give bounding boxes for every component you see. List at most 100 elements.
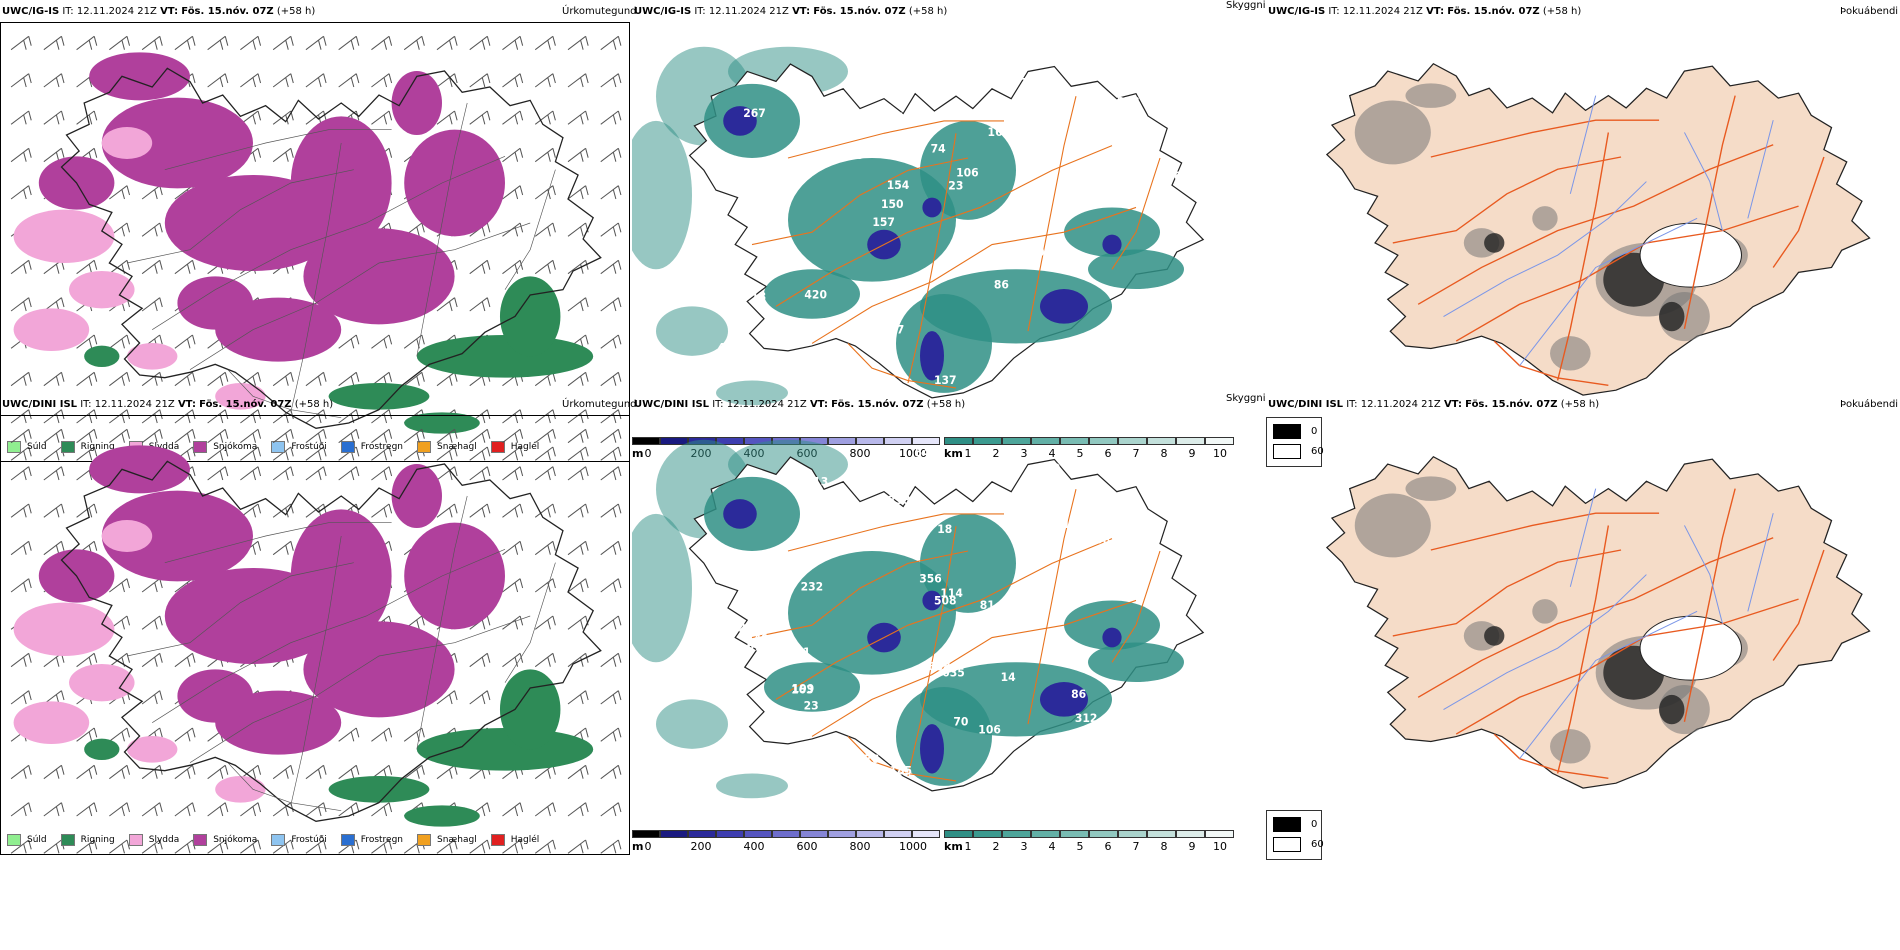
- visibility-value-label: 239: [1038, 462, 1061, 475]
- visibility-value-label: 59: [708, 597, 723, 610]
- visibility-value-label: 52: [896, 111, 911, 124]
- colorbar-segment: [973, 830, 1002, 838]
- visibility-value-label: 106: [978, 723, 1001, 736]
- visibility-value-label: 252: [864, 714, 887, 727]
- visibility-value-label: 88: [759, 361, 774, 374]
- visibility-value-label: 423: [1073, 356, 1096, 369]
- visibility-unit: km: [944, 447, 963, 460]
- legend-item: Frostregn: [340, 441, 403, 453]
- legend-item: Súld: [7, 834, 47, 846]
- visibility-value-label: 149: [746, 633, 769, 646]
- visibility-value-label: 909: [761, 720, 784, 733]
- ceiling-tick: 1000: [899, 840, 927, 853]
- legend-swatch: [340, 834, 355, 846]
- visibility-value-label: 356: [919, 572, 942, 585]
- visibility-tick: 7: [1132, 447, 1140, 460]
- colorbar-segment: [800, 830, 828, 838]
- visibility-value-label: 811: [1055, 518, 1078, 531]
- legend-swatch: [128, 834, 143, 846]
- legend-item: Frostúði: [271, 441, 327, 453]
- fog-legend-max: 60: [1311, 839, 1324, 850]
- colorbar-segment: [912, 830, 940, 838]
- visibility-value-label: 78: [1140, 152, 1155, 165]
- colorbar-segment: [660, 437, 688, 445]
- colorbar-segment: [744, 830, 772, 838]
- visibility-value-label: 608: [928, 660, 951, 673]
- visibility-value-label: 238: [888, 494, 911, 507]
- panel-header: UWC/DINI ISL IT: 12.11.2024 21Z VT: Fös.…: [1268, 399, 1599, 410]
- visibility-tick: 5: [1076, 840, 1084, 853]
- visibility-value-label: 114: [940, 587, 963, 600]
- visibility-tick: 1: [964, 447, 972, 460]
- visibility-value-label: 976: [777, 560, 800, 573]
- visibility-unit: km: [944, 840, 963, 853]
- colorbar-segment: [1060, 830, 1089, 838]
- visibility-value-label: 276: [857, 753, 880, 766]
- fog-map: [1266, 415, 1900, 820]
- colorbar-segment: [1002, 830, 1031, 838]
- fog-map: [1266, 22, 1900, 427]
- visibility-value-label: 154: [887, 179, 910, 192]
- init-time: IT: 12.11.2024 21Z: [1346, 399, 1441, 410]
- model-name: UWC/DINI ISL: [634, 399, 710, 410]
- legend-swatch: [60, 441, 75, 453]
- valid-time-label: VT:: [792, 6, 811, 17]
- visibility-tick: 8: [1160, 840, 1168, 853]
- colorbar-segment: [1031, 830, 1060, 838]
- colorbar-segment: [1176, 437, 1205, 445]
- legend-item: Slydda: [128, 834, 179, 846]
- visibility-value-label: 161: [1023, 549, 1046, 562]
- ceiling-tick: 600: [796, 840, 818, 853]
- panel-title: Skyggni: [1226, 0, 1266, 11]
- model-name: UWC/IG-IS: [2, 6, 60, 17]
- visibility-tick: 2: [992, 447, 1000, 460]
- visibility-value-label: 199: [792, 683, 815, 696]
- init-time: IT: 12.11.2024 21Z: [712, 399, 807, 410]
- colorbar-segment: [884, 437, 912, 445]
- legend-item: Snjókoma: [193, 834, 257, 846]
- valid-time: Fös. 15.nóv. 07Z: [813, 6, 906, 17]
- fog-legend-min: 0: [1311, 426, 1318, 437]
- init-time: IT: 12.11.2024 21Z: [80, 399, 175, 410]
- ceiling-tick: 1000: [899, 447, 927, 460]
- visibility-value-label: 373: [873, 456, 896, 469]
- colorbar-segment: [1147, 437, 1176, 445]
- visibility-value-label: 106: [956, 166, 979, 179]
- visibility-colorbar: km 1 2 3 4 5 6 7 8 9 10: [944, 830, 1234, 856]
- visibility-value-label: 110: [1104, 319, 1127, 332]
- visibility-value-label: 339: [842, 149, 865, 162]
- visibility-value-label: 13: [813, 476, 828, 489]
- colorbar-segment: [1031, 437, 1060, 445]
- colorbar-segment: [944, 830, 973, 838]
- colorbar-segment: [1118, 830, 1147, 838]
- valid-time: Fös. 15.nóv. 07Z: [181, 6, 274, 17]
- colorbar-segment: [856, 830, 884, 838]
- visibility-tick: 10: [1213, 840, 1227, 853]
- lead-time: (+58 h): [908, 6, 948, 17]
- legend-swatch: [193, 834, 208, 846]
- ceiling-unit: m: [632, 447, 644, 460]
- visibility-value-label: 97: [889, 323, 904, 336]
- visibility-map: 909 239 13 811 635 232 751 199 208 161 209 549 14 508…: [632, 415, 1232, 823]
- visibility-value-label: 54: [803, 351, 818, 364]
- legend-swatch: [271, 441, 286, 453]
- legend-swatch: [417, 834, 432, 846]
- visibility-value-label: 74: [931, 143, 946, 156]
- panel-title: Þokuábendi: [1840, 399, 1899, 410]
- visibility-value-label: 420: [804, 288, 827, 301]
- colorbar-segment: [1176, 830, 1205, 838]
- panel-header: UWC/IG-IS IT: 12.11.2024 21Z VT: Fös. 15…: [1268, 6, 1581, 17]
- visibility-tick: 8: [1160, 447, 1168, 460]
- visibility-value-label: 242: [736, 180, 759, 193]
- colorbar-segment: [1205, 437, 1234, 445]
- valid-time: Fös. 15.nóv. 07Z: [1465, 399, 1558, 410]
- lead-time: (+58 h): [1560, 399, 1600, 410]
- fog-legend-max: 60: [1311, 446, 1324, 457]
- model-name: UWC/IG-IS: [634, 6, 692, 17]
- valid-time: Fös. 15.nóv. 07Z: [831, 399, 924, 410]
- model-name: UWC/DINI ISL: [2, 399, 78, 410]
- visibility-tick: 9: [1188, 840, 1196, 853]
- ceiling-tick: 400: [743, 840, 765, 853]
- model-name: UWC/IG-IS: [1268, 6, 1326, 17]
- visibility-value-label: 185: [890, 764, 913, 777]
